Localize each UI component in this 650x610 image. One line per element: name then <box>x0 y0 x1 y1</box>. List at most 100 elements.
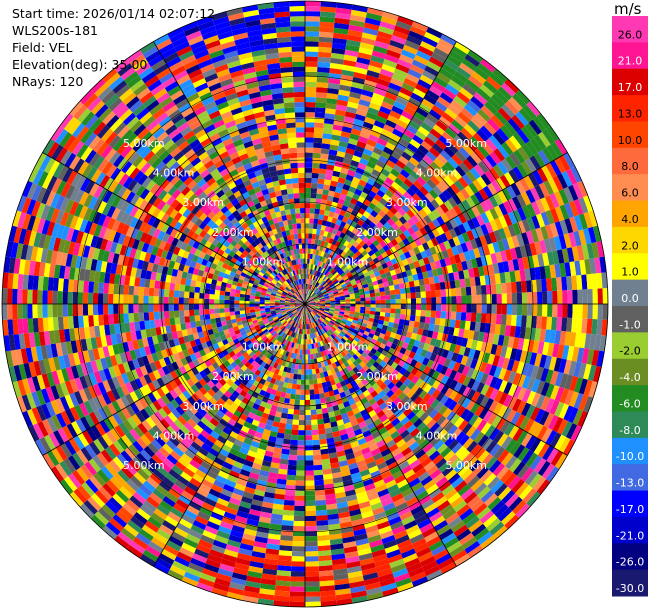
velocity-gate <box>308 296 312 301</box>
velocity-gate <box>426 418 437 429</box>
velocity-gate <box>410 367 419 376</box>
velocity-gate <box>76 449 89 465</box>
velocity-gate <box>306 278 308 284</box>
velocity-gate <box>300 339 304 345</box>
velocity-gate <box>51 447 64 464</box>
velocity-gate <box>316 325 321 331</box>
velocity-gate <box>471 216 481 228</box>
velocity-gate <box>175 405 185 416</box>
velocity-gate <box>343 252 349 259</box>
velocity-gate <box>482 410 494 423</box>
velocity-gate <box>305 440 313 446</box>
velocity-gate <box>500 282 507 294</box>
velocity-gate <box>300 318 303 324</box>
velocity-gate <box>225 398 234 407</box>
velocity-gate <box>149 472 162 485</box>
velocity-gate <box>284 377 290 384</box>
velocity-gate <box>307 278 309 285</box>
velocity-gate <box>476 419 488 432</box>
velocity-gate <box>282 338 287 345</box>
velocity-gate <box>546 447 559 464</box>
velocity-gate <box>267 476 278 484</box>
velocity-gate <box>309 208 316 214</box>
velocity-gate <box>350 402 358 411</box>
velocity-gate <box>102 380 112 393</box>
velocity-gate <box>403 349 412 357</box>
velocity-gate <box>266 314 272 319</box>
velocity-gate <box>392 202 402 212</box>
velocity-gate <box>489 376 499 389</box>
velocity-gate <box>233 567 249 576</box>
velocity-gate <box>464 54 481 68</box>
velocity-gate <box>484 425 496 438</box>
velocity-gate <box>353 150 363 158</box>
velocity-gate <box>430 310 437 318</box>
velocity-gate <box>358 500 371 509</box>
velocity-gate <box>165 392 175 402</box>
velocity-gate <box>355 243 363 251</box>
velocity-gate <box>51 414 63 431</box>
velocity-gate <box>419 372 428 382</box>
velocity-sectors <box>2 1 608 607</box>
velocity-gate <box>425 192 435 203</box>
velocity-gate <box>268 327 274 333</box>
velocity-gate <box>181 576 199 587</box>
velocity-gate <box>487 496 502 511</box>
velocity-gate <box>533 134 547 150</box>
velocity-gate <box>473 247 481 259</box>
velocity-gate <box>437 96 451 108</box>
velocity-gate <box>312 162 320 169</box>
velocity-gate <box>368 202 377 211</box>
velocity-gate <box>367 332 375 339</box>
velocity-gate <box>546 316 553 330</box>
velocity-gate <box>429 175 441 186</box>
velocity-gate <box>458 419 469 432</box>
velocity-gate <box>274 585 291 592</box>
velocity-gate <box>305 409 311 416</box>
velocity-gate <box>281 326 286 332</box>
velocity-gate <box>207 553 223 564</box>
velocity-gate <box>526 390 537 405</box>
velocity-gate <box>350 304 356 307</box>
velocity-gate <box>512 337 520 350</box>
velocity-gate <box>497 356 505 368</box>
velocity-gate <box>340 357 347 364</box>
velocity-gate <box>322 320 328 326</box>
velocity-gate <box>437 557 454 570</box>
velocity-gate <box>308 296 313 301</box>
velocity-gate <box>447 400 458 411</box>
velocity-gate <box>288 336 293 342</box>
velocity-gate <box>540 211 550 226</box>
velocity-gate <box>305 490 316 496</box>
velocity-gate <box>376 336 384 343</box>
velocity-gate <box>311 328 315 334</box>
velocity-gate <box>328 190 336 197</box>
velocity-gate <box>373 284 380 290</box>
velocity-gate <box>196 582 213 593</box>
velocity-gate <box>506 236 515 250</box>
velocity-gate <box>505 155 517 170</box>
velocity-gate <box>583 363 592 380</box>
velocity-gate <box>102 404 113 418</box>
velocity-gate <box>337 506 350 514</box>
velocity-gate <box>400 133 413 144</box>
velocity-gate <box>404 39 421 51</box>
velocity-gate <box>540 396 551 411</box>
velocity-gate <box>561 421 573 437</box>
velocity-gate <box>316 347 321 353</box>
velocity-gate <box>500 346 508 358</box>
velocity-gate <box>166 363 175 373</box>
velocity-gate <box>55 463 69 480</box>
velocity-gate <box>207 434 217 444</box>
velocity-gate <box>404 451 415 461</box>
velocity-gate <box>418 208 428 218</box>
velocity-gate <box>471 380 481 392</box>
velocity-gate <box>379 402 388 411</box>
velocity-gate <box>393 572 410 583</box>
velocity-gate <box>372 334 379 341</box>
velocity-gate <box>260 333 266 339</box>
velocity-gate <box>227 452 238 461</box>
velocity-gate <box>387 401 397 410</box>
velocity-gate <box>371 124 384 134</box>
velocity-gate <box>256 329 263 335</box>
